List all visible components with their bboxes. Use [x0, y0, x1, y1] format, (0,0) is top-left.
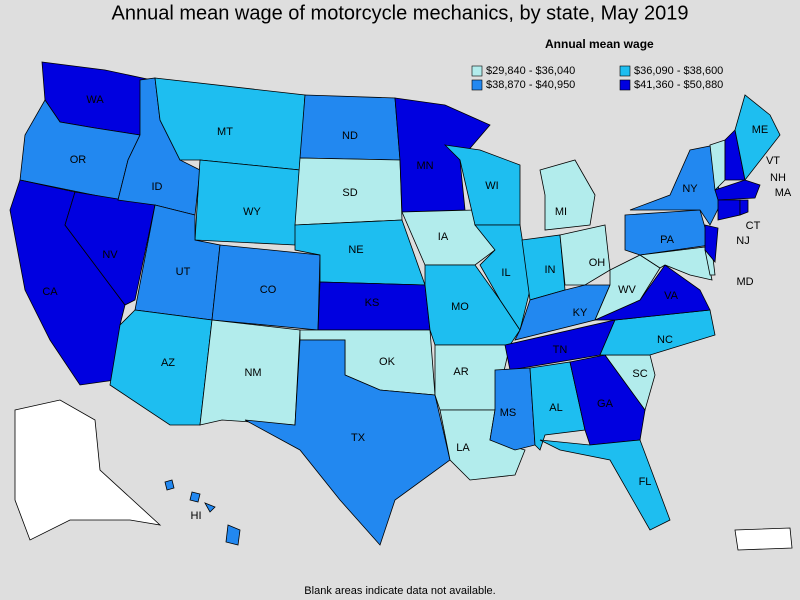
state-shape	[189, 491, 201, 503]
state-label: MD	[736, 276, 753, 288]
state-label: KS	[365, 297, 380, 309]
state-shape	[204, 502, 216, 513]
state-label: MA	[775, 187, 792, 199]
state-label: HI	[191, 510, 202, 522]
state-shape	[514, 284, 611, 341]
legend-swatch	[471, 79, 483, 91]
state-label: OK	[379, 356, 396, 368]
state-shape	[624, 209, 711, 256]
state-label: SC	[632, 368, 647, 380]
state-label: NJ	[736, 235, 749, 247]
state-label: VA	[664, 290, 679, 302]
legend-swatch	[619, 79, 631, 91]
state-label: MI	[555, 206, 567, 218]
state-label: IA	[438, 231, 449, 243]
legend-swatch	[619, 65, 631, 77]
state-shape	[164, 479, 175, 491]
state-label: OR	[70, 154, 87, 166]
state-label: ID	[152, 181, 163, 193]
state-label: CA	[42, 286, 58, 298]
state-label: UT	[176, 266, 191, 278]
state-shape	[539, 159, 596, 231]
state-label: CT	[746, 220, 761, 232]
state-shape	[714, 179, 761, 201]
alaska-blank	[14, 399, 162, 541]
map-title: Annual mean wage of motorcycle mechanics…	[112, 2, 689, 24]
state-shape	[401, 209, 496, 266]
state-label: WY	[243, 206, 261, 218]
state-shape	[539, 439, 671, 531]
state-label: IL	[501, 267, 510, 279]
state-shape	[704, 224, 719, 264]
state-shape	[599, 309, 716, 356]
state-shape	[559, 224, 611, 286]
legend-label: $36,090 - $38,600	[634, 65, 723, 77]
state-label: NY	[682, 183, 698, 195]
footnote: Blank areas indicate data not available.	[304, 585, 495, 597]
state-label: MN	[416, 160, 433, 172]
state-label: ND	[342, 130, 358, 142]
state-label: PA	[660, 234, 675, 246]
state-label: NE	[348, 244, 363, 256]
state-label: OH	[589, 257, 606, 269]
state-label: TN	[553, 344, 568, 356]
state-label: WV	[618, 284, 636, 296]
state-shape	[521, 234, 566, 301]
puerto-rico-blank	[734, 527, 793, 551]
state-shape	[225, 524, 241, 546]
state-label: GA	[597, 398, 614, 410]
state-label: WA	[86, 94, 104, 106]
state-label: AL	[549, 402, 562, 414]
state-label: MS	[500, 407, 517, 419]
state-label: MO	[451, 301, 469, 313]
state-label: NV	[102, 249, 118, 261]
state-label: AZ	[161, 357, 175, 369]
state-label: FL	[639, 476, 652, 488]
state-label: NC	[657, 334, 673, 346]
state-label: KY	[573, 307, 588, 319]
legend-label: $41,360 - $50,880	[634, 79, 723, 91]
state-shape	[739, 199, 749, 216]
state-shape	[734, 94, 781, 181]
state-label: NM	[244, 367, 261, 379]
state-shape	[394, 97, 491, 213]
state-label: CO	[260, 284, 277, 296]
legend-title: Annual mean wage	[545, 37, 654, 51]
state-label: LA	[456, 442, 470, 454]
legend-label: $38,870 - $40,950	[486, 79, 575, 91]
legend-label: $29,840 - $36,040	[486, 65, 575, 77]
state-label: WI	[485, 180, 498, 192]
state-label: AR	[453, 366, 468, 378]
state-label: IN	[545, 264, 556, 276]
state-shape	[194, 159, 301, 246]
state-label: TX	[351, 432, 366, 444]
state-label: ME	[752, 124, 769, 136]
state-shape	[474, 224, 531, 331]
state-label: VT	[766, 155, 780, 167]
legend-swatch	[471, 65, 483, 77]
state-shape	[244, 339, 451, 546]
state-shape	[299, 94, 401, 161]
state-label: NH	[770, 172, 786, 184]
state-label: MT	[217, 126, 233, 138]
state-label: SD	[342, 187, 357, 199]
